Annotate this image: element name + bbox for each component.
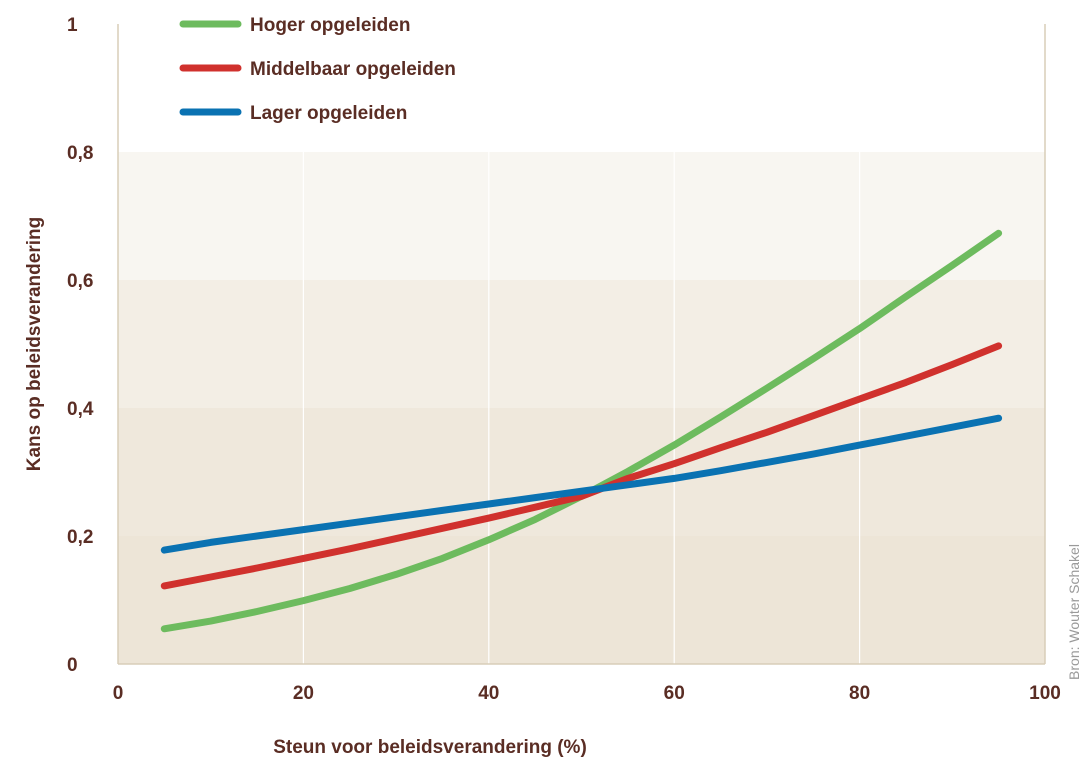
x-tick-label: 60 bbox=[664, 683, 685, 704]
background-bands bbox=[118, 152, 1045, 664]
legend: Hoger opgeleiden Middelbaar opgeleiden Lag… bbox=[179, 15, 456, 124]
gridlines bbox=[302, 152, 861, 664]
x-tick-label: 0 bbox=[113, 683, 124, 704]
background-band-1 bbox=[118, 408, 1045, 536]
y-tick-label: 0,6 bbox=[67, 271, 93, 292]
source-credit: Bron: Wouter Schakel bbox=[1066, 544, 1082, 680]
y-tick-label: 0,2 bbox=[67, 527, 93, 548]
background-band-3 bbox=[118, 152, 1045, 280]
y-tick-label: 0 bbox=[67, 655, 78, 676]
y-axis-title: Kans op beleidsverandering bbox=[24, 217, 45, 471]
x-tick-label: 80 bbox=[849, 683, 870, 704]
x-tick-labels: 0 20 40 60 80 100 bbox=[113, 683, 1061, 704]
series-lines bbox=[160, 229, 1003, 633]
background-band-0 bbox=[118, 536, 1045, 664]
x-axis-title: Steun voor beleidsverandering (%) bbox=[273, 737, 587, 758]
series-line-1 bbox=[160, 342, 1003, 590]
x-tick-label: 40 bbox=[478, 683, 499, 704]
legend-label-1: Middelbaar opgeleiden bbox=[250, 59, 456, 80]
legend-label-0: Hoger opgeleiden bbox=[250, 15, 410, 36]
axes bbox=[117, 24, 1046, 665]
x-tick-label: 100 bbox=[1029, 683, 1061, 704]
legend-label-2: Lager opgeleiden bbox=[250, 103, 407, 124]
x-tick-label: 20 bbox=[293, 683, 314, 704]
y-tick-labels: 0 0,2 0,4 0,6 0,8 1 bbox=[67, 15, 94, 676]
y-tick-label: 0,4 bbox=[67, 399, 94, 420]
y-tick-label: 1 bbox=[67, 15, 78, 36]
y-tick-label: 0,8 bbox=[67, 143, 93, 164]
series-line-2 bbox=[160, 414, 1003, 554]
